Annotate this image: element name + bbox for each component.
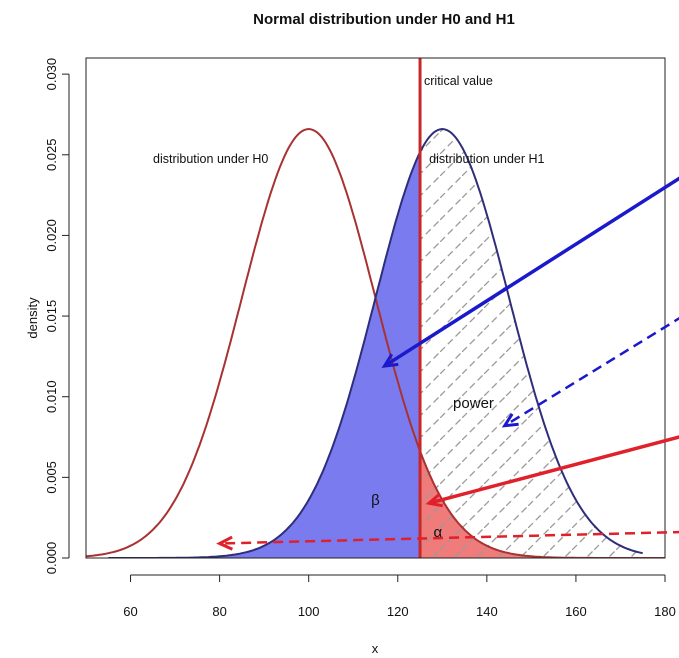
y-tick-label: 0.025 bbox=[44, 139, 59, 172]
x-tick-label: 120 bbox=[387, 604, 409, 619]
power-region bbox=[420, 129, 643, 558]
y-axis: 0.000 0.005 0.010 0.015 0.020 0.025 0.030 bbox=[44, 58, 70, 575]
arrow-- bbox=[425, 435, 679, 508]
arrow-h0-tail bbox=[216, 530, 679, 551]
arrow-shaft bbox=[383, 176, 679, 368]
beta-label: β bbox=[371, 492, 380, 509]
x-tick-label: 160 bbox=[565, 604, 587, 619]
arrow-- bbox=[381, 176, 679, 368]
alpha-label: α bbox=[434, 524, 443, 541]
arrow-head bbox=[381, 353, 399, 368]
x-tick-label: 80 bbox=[212, 604, 226, 619]
critical-value-label: critical value bbox=[424, 74, 493, 88]
arrow-power bbox=[501, 316, 679, 428]
arrow-head bbox=[216, 535, 234, 551]
x-axis: 60 80 100 120 140 160 180 bbox=[123, 574, 676, 619]
y-tick-label: 0.015 bbox=[44, 300, 59, 333]
h1-curve-label: distribution under H1 bbox=[429, 152, 544, 166]
pointer-arrows bbox=[216, 176, 679, 551]
y-tick-label: 0.020 bbox=[44, 219, 59, 252]
power-label: power bbox=[453, 395, 494, 412]
arrow-head bbox=[425, 492, 443, 508]
h0-curve-label: distribution under H0 bbox=[153, 152, 268, 166]
arrow-head bbox=[501, 413, 519, 428]
arrow-shaft bbox=[428, 435, 679, 505]
arrow-shaft bbox=[219, 530, 679, 545]
x-tick-label: 60 bbox=[123, 604, 137, 619]
x-axis-label: x bbox=[372, 641, 379, 656]
y-tick-label: 0.005 bbox=[44, 461, 59, 494]
x-tick-label: 100 bbox=[298, 604, 320, 619]
beta-region bbox=[86, 152, 420, 558]
y-tick-label: 0.030 bbox=[44, 58, 59, 91]
arrow-shaft bbox=[504, 316, 679, 427]
y-axis-label: density bbox=[25, 297, 40, 339]
x-tick-label: 180 bbox=[654, 604, 676, 619]
chart-title: Normal distribution under H0 and H1 bbox=[253, 11, 515, 28]
y-tick-label: 0.010 bbox=[44, 380, 59, 413]
x-tick-label: 140 bbox=[476, 604, 498, 619]
plot-frame bbox=[85, 57, 666, 559]
y-tick-label: 0.000 bbox=[44, 542, 59, 575]
